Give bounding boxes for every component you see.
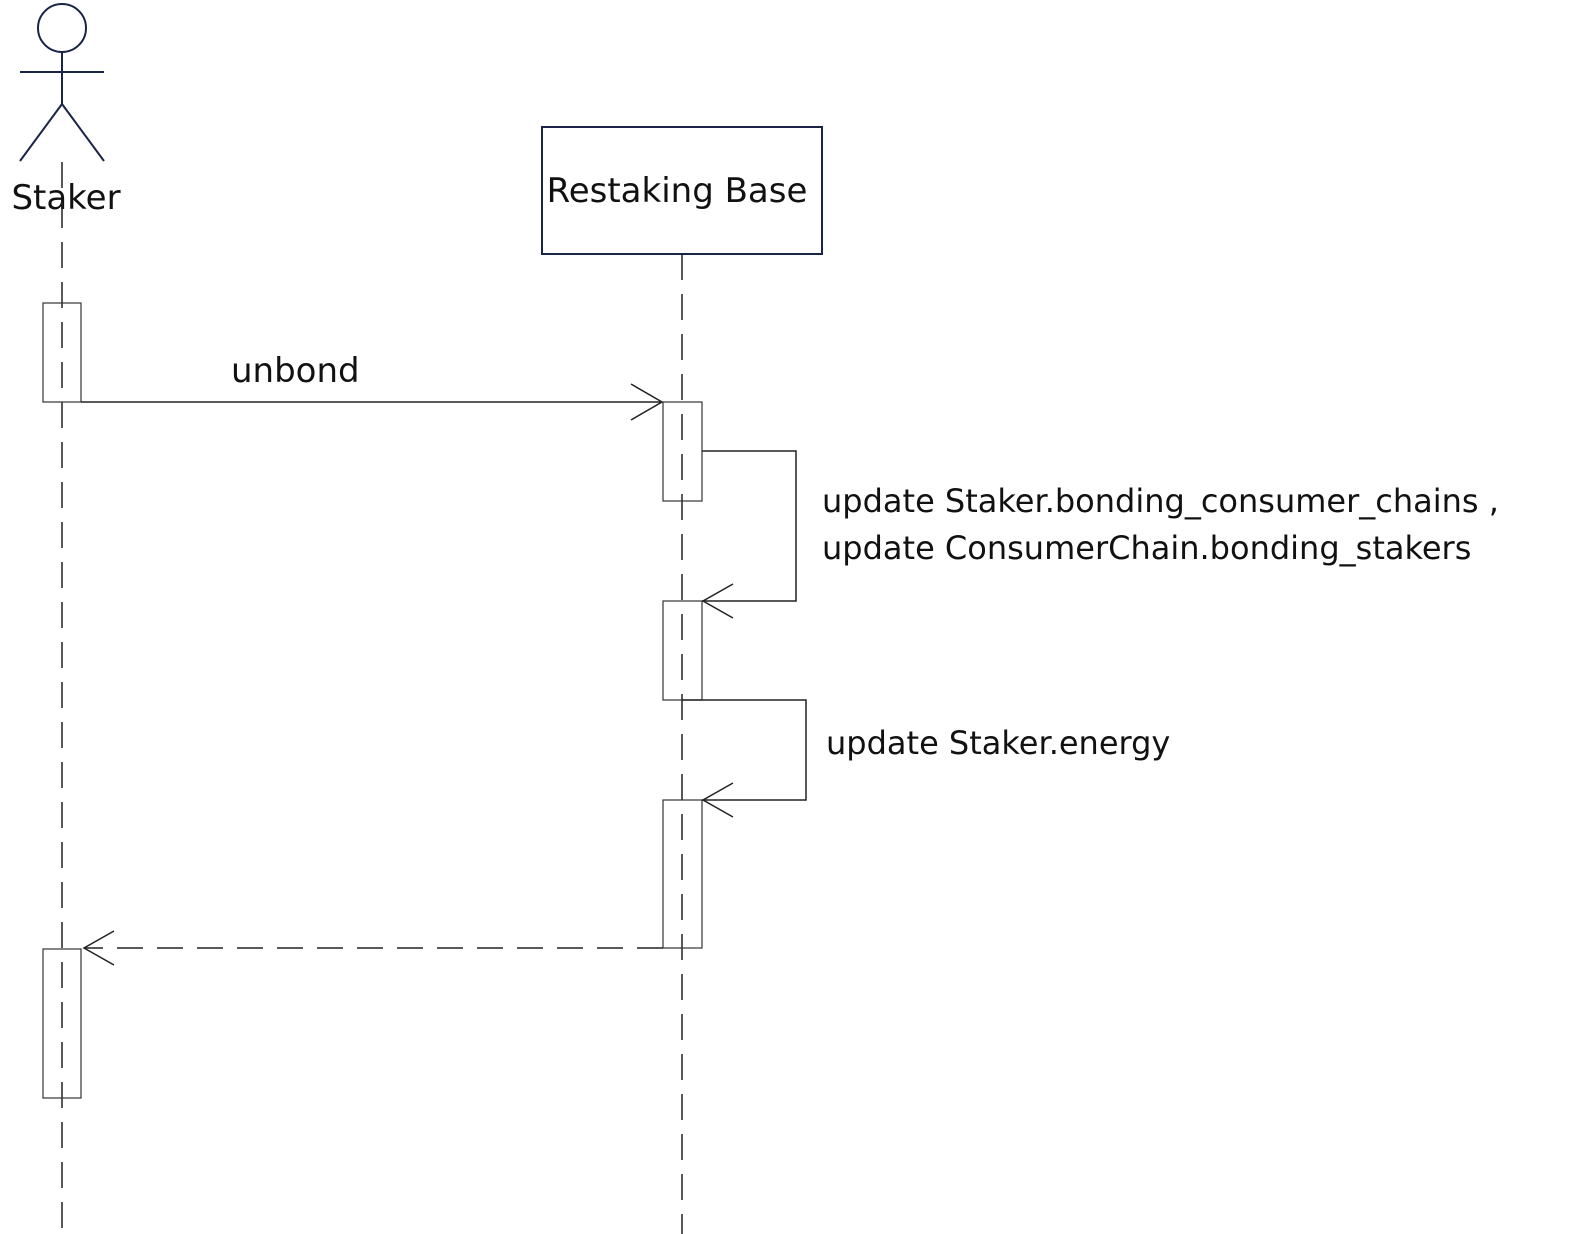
self-call-1 bbox=[701, 450, 797, 619]
return-arrowhead bbox=[82, 930, 115, 966]
self-call-2 bbox=[682, 699, 807, 818]
actor-right-leg bbox=[61, 103, 105, 162]
staker-activation-2 bbox=[42, 948, 82, 1099]
self-call-2-path bbox=[682, 699, 807, 801]
actor-figure bbox=[19, 3, 105, 162]
return-message bbox=[82, 930, 663, 966]
actor-label: Staker bbox=[11, 178, 120, 218]
base-activation-2 bbox=[662, 600, 703, 701]
unbond-message bbox=[81, 383, 664, 421]
unbond-arrowhead bbox=[630, 383, 664, 421]
self-call-1-arrowhead bbox=[701, 583, 734, 619]
activations bbox=[42, 302, 703, 1099]
actor-head bbox=[37, 3, 87, 53]
participant-box bbox=[541, 126, 823, 255]
self-call-1-path bbox=[702, 450, 797, 602]
self-call-1-label-line2: update ConsumerChain.bonding_stakers bbox=[822, 529, 1471, 567]
self-call-2-label: update Staker.energy bbox=[826, 724, 1170, 762]
participant-label: Restaking Base bbox=[547, 171, 808, 211]
unbond-label: unbond bbox=[231, 351, 360, 391]
base-activation-1 bbox=[662, 401, 703, 502]
self-call-1-label-line1: update Staker.bonding_consumer_chains , bbox=[822, 482, 1499, 520]
actor-left-leg bbox=[19, 103, 63, 162]
base-activation-3 bbox=[662, 799, 703, 949]
self-call-2-arrowhead bbox=[701, 782, 734, 818]
staker-activation-1 bbox=[42, 302, 82, 403]
